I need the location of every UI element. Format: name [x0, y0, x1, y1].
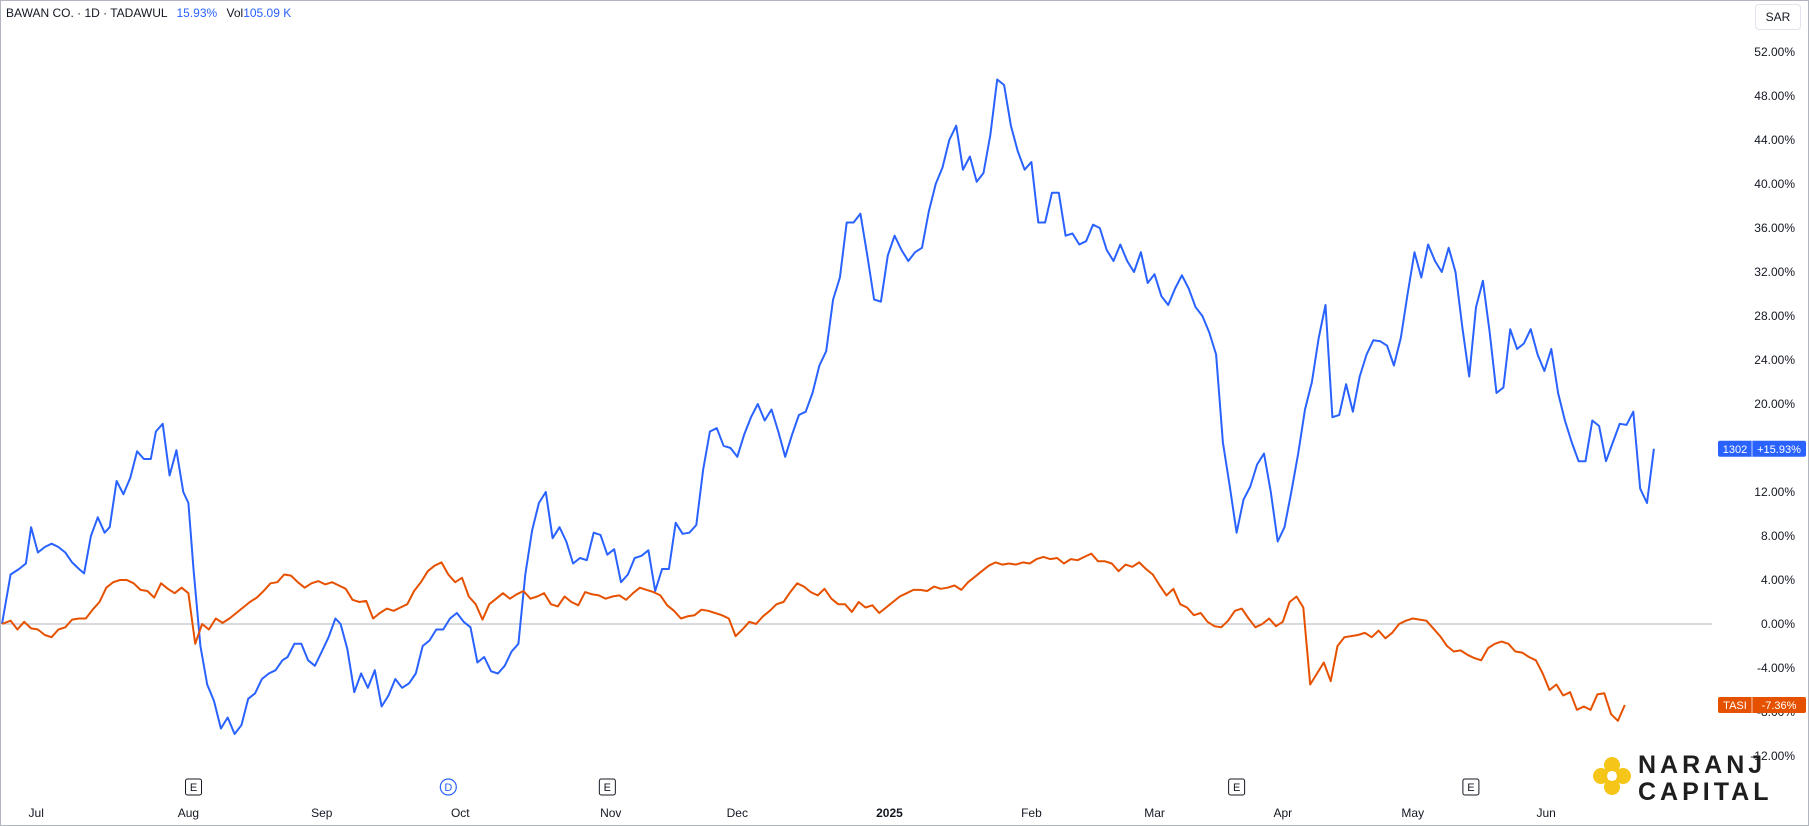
x-tick-label: Nov	[600, 806, 621, 820]
y-tick-label: -12.00%	[1750, 749, 1795, 763]
last-value-label-tasi: TASI -7.36%	[1718, 696, 1806, 713]
svg-text:E: E	[1467, 782, 1474, 794]
series-line-tasi[interactable]	[1, 552, 1626, 722]
x-tick-label: Dec	[727, 806, 748, 820]
svg-text:D: D	[444, 782, 452, 794]
svg-text:TASI: TASI	[1723, 700, 1747, 712]
last-value-label-1302: 1302 +15.93%	[1718, 440, 1806, 457]
chart-legend: BAWAN CO. · 1D · TADAWUL 15.93% Vol105.0…	[6, 6, 291, 20]
earnings-marker[interactable]: E	[1228, 778, 1246, 796]
x-tick-label: Jul	[29, 806, 44, 820]
svg-text:-7.36%: -7.36%	[1762, 700, 1797, 712]
x-tick-label: Apr	[1273, 806, 1292, 820]
y-tick-label: 4.00%	[1761, 573, 1795, 587]
y-tick-label: 12.00%	[1754, 485, 1795, 499]
change-percent: 15.93%	[176, 6, 218, 20]
x-tick-label: Sep	[311, 806, 333, 820]
y-tick-label: 20.00%	[1754, 397, 1795, 411]
svg-text:E: E	[604, 782, 611, 794]
y-tick-label: 36.00%	[1754, 221, 1795, 235]
naranj-logo-icon	[1593, 757, 1631, 795]
y-tick-label: 48.00%	[1754, 89, 1795, 103]
x-tick-label: 2025	[876, 806, 903, 820]
x-tick-label: May	[1401, 806, 1424, 820]
x-tick-label: Aug	[178, 806, 199, 820]
y-tick-label: 40.00%	[1754, 177, 1795, 191]
y-tick-label: 8.00%	[1761, 529, 1795, 543]
y-tick-label: 44.00%	[1754, 133, 1795, 147]
symbol-title[interactable]: BAWAN CO. · 1D · TADAWUL	[6, 6, 168, 20]
currency-button[interactable]: SAR	[1755, 4, 1801, 30]
svg-text:1302: 1302	[1723, 444, 1747, 456]
svg-text:+15.93%: +15.93%	[1757, 444, 1801, 456]
x-tick-label: Jun	[1536, 806, 1555, 820]
series-line-1302[interactable]	[1, 78, 1655, 735]
y-tick-label: 24.00%	[1754, 353, 1795, 367]
x-tick-label: Mar	[1144, 806, 1165, 820]
y-tick-label: 28.00%	[1754, 309, 1795, 323]
earnings-marker[interactable]: E	[185, 778, 203, 796]
brand-line2: CAPITAL	[1638, 778, 1773, 806]
x-tick-label: Oct	[451, 806, 470, 820]
volume-value: 105.09 K	[243, 6, 292, 20]
brand-line1: NARANJ	[1638, 751, 1767, 779]
svg-text:E: E	[190, 782, 197, 794]
x-tick-label: Feb	[1021, 806, 1042, 820]
volume-label: Vol	[226, 6, 244, 20]
earnings-marker[interactable]: E	[1462, 778, 1480, 796]
y-tick-label: -4.00%	[1757, 661, 1795, 675]
earnings-marker[interactable]: E	[598, 778, 616, 796]
svg-text:E: E	[1233, 782, 1240, 794]
y-tick-label: 32.00%	[1754, 265, 1795, 279]
y-tick-label: 0.00%	[1761, 617, 1795, 631]
y-tick-label: 52.00%	[1754, 45, 1795, 59]
dividend-marker[interactable]: D	[439, 778, 457, 796]
brand-watermark: NARANJ CAPITAL	[1592, 752, 1768, 806]
